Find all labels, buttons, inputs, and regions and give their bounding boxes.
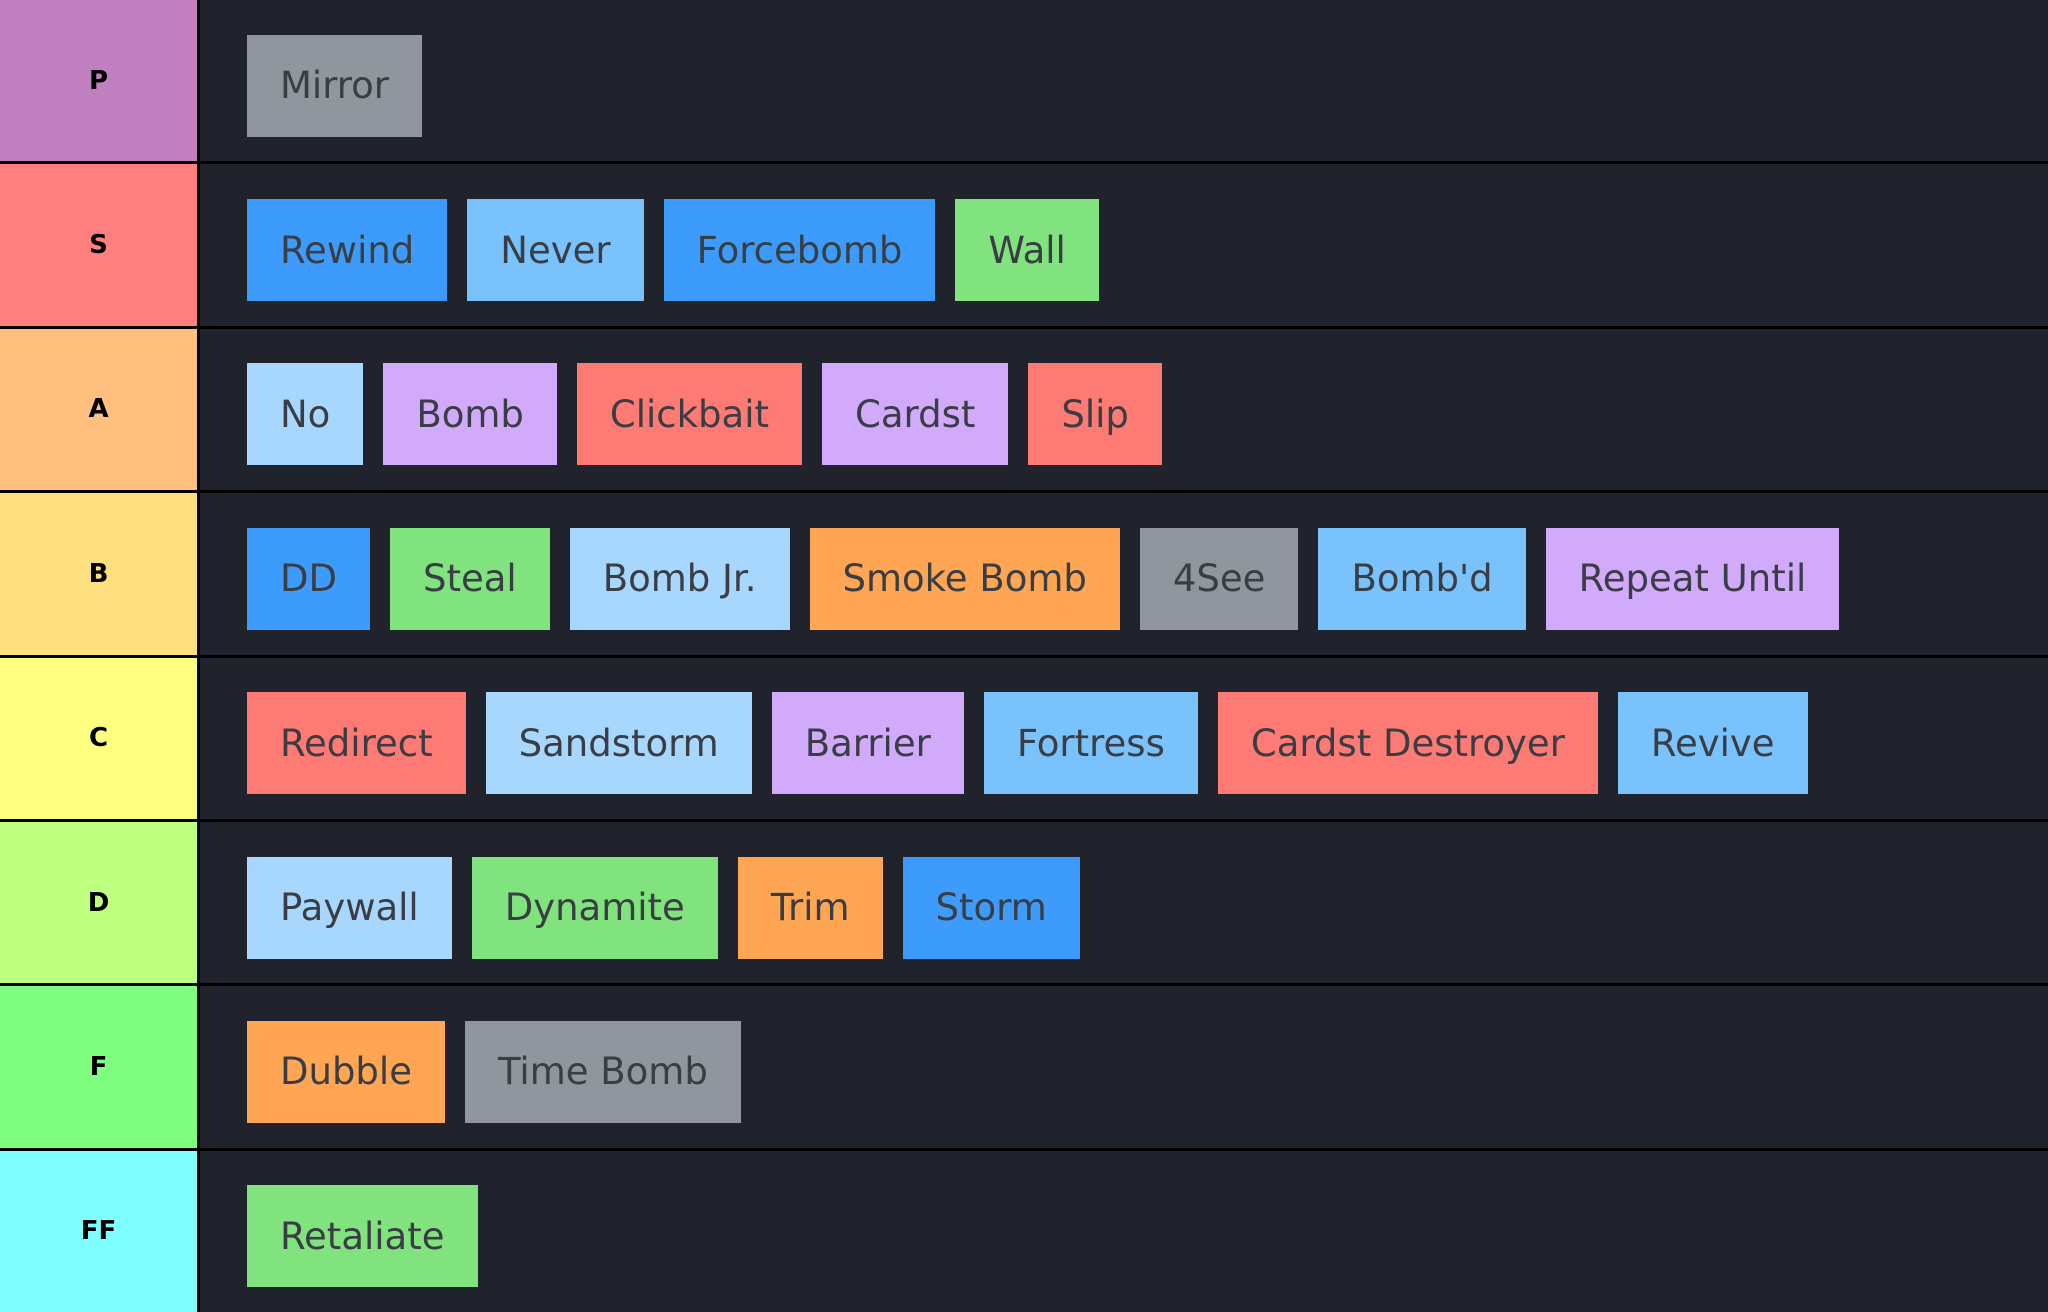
tier-card[interactable]: Bomb'd bbox=[1318, 527, 1526, 630]
tier-label[interactable]: F bbox=[0, 986, 197, 1148]
tier-row: P Mirror bbox=[0, 0, 2048, 162]
tier-items-dropzone[interactable]: Redirect Sandstorm Barrier Fortress Cardst D… bbox=[200, 657, 2048, 819]
tier-card[interactable]: Mirror bbox=[247, 34, 423, 137]
tier-card[interactable]: Forcebomb bbox=[663, 199, 936, 302]
tier-card[interactable]: Revive bbox=[1617, 692, 1808, 795]
tier-card[interactable]: Time Bomb bbox=[464, 1020, 741, 1123]
tier-card[interactable]: Barrier bbox=[771, 692, 964, 795]
tier-card[interactable]: Bomb bbox=[383, 363, 557, 466]
tier-card[interactable]: No bbox=[247, 363, 364, 466]
tier-card[interactable]: Slip bbox=[1028, 363, 1162, 466]
tier-card[interactable]: Retaliate bbox=[247, 1185, 478, 1288]
tier-items-dropzone[interactable]: DD Steal Bomb Jr. Smoke Bomb 4See Bomb'd Repea… bbox=[200, 493, 2048, 655]
tier-items-dropzone[interactable]: Retaliate bbox=[200, 1150, 2048, 1312]
tier-label[interactable]: S bbox=[0, 164, 197, 326]
tier-card[interactable]: Fortress bbox=[983, 692, 1198, 795]
tier-items-dropzone[interactable]: No Bomb Clickbait Cardst Slip bbox=[200, 328, 2048, 491]
tier-card[interactable]: Dynamite bbox=[471, 856, 718, 959]
tier-row: F Dubble Time Bomb bbox=[0, 986, 2048, 1148]
tier-card[interactable]: Steal bbox=[389, 527, 550, 630]
tier-card[interactable]: Cardst bbox=[822, 363, 1009, 466]
tier-card[interactable]: Rewind bbox=[247, 199, 448, 302]
tier-row: C Redirect Sandstorm Barrier Fortress Cardst … bbox=[0, 657, 2048, 819]
tier-card[interactable]: Sandstorm bbox=[485, 692, 752, 795]
tier-card[interactable]: Bomb Jr. bbox=[569, 527, 790, 630]
tier-card[interactable]: Dubble bbox=[247, 1020, 445, 1123]
tier-card[interactable]: Clickbait bbox=[576, 363, 803, 466]
tier-card[interactable]: Storm bbox=[902, 856, 1080, 959]
tier-card[interactable]: Repeat Until bbox=[1545, 527, 1840, 630]
tier-card[interactable]: Smoke Bomb bbox=[809, 527, 1120, 630]
tier-row: D Paywall Dynamite Trim Storm bbox=[0, 821, 2048, 984]
tier-row: A No Bomb Clickbait Cardst Slip bbox=[0, 328, 2048, 491]
tier-card[interactable]: DD bbox=[247, 527, 370, 630]
tier-label[interactable]: A bbox=[0, 328, 197, 491]
tier-row: S Rewind Never Forcebomb Wall bbox=[0, 164, 2048, 326]
tier-items-dropzone[interactable]: Rewind Never Forcebomb Wall bbox=[200, 164, 2048, 326]
tier-items-dropzone[interactable]: Mirror bbox=[200, 0, 2048, 162]
tier-card[interactable]: Never bbox=[467, 199, 644, 302]
tier-card[interactable]: Cardst Destroyer bbox=[1217, 692, 1598, 795]
tier-row: FF Retaliate bbox=[0, 1150, 2048, 1312]
tier-card[interactable]: 4See bbox=[1139, 527, 1299, 630]
tier-label[interactable]: D bbox=[0, 821, 197, 984]
tier-items-dropzone[interactable]: Dubble Time Bomb bbox=[200, 986, 2048, 1148]
tier-card[interactable]: Redirect bbox=[247, 692, 466, 795]
tier-label[interactable]: B bbox=[0, 493, 197, 655]
tier-row: B DD Steal Bomb Jr. Smoke Bomb 4See Bomb'd Repe… bbox=[0, 493, 2048, 655]
tier-label[interactable]: C bbox=[0, 657, 197, 819]
tier-label[interactable]: P bbox=[0, 0, 197, 162]
tier-card[interactable]: Wall bbox=[955, 199, 1099, 302]
tier-items-dropzone[interactable]: Paywall Dynamite Trim Storm bbox=[200, 821, 2048, 984]
tier-label[interactable]: FF bbox=[0, 1150, 197, 1312]
tier-card[interactable]: Trim bbox=[737, 856, 883, 959]
tier-card[interactable]: Paywall bbox=[247, 856, 452, 959]
